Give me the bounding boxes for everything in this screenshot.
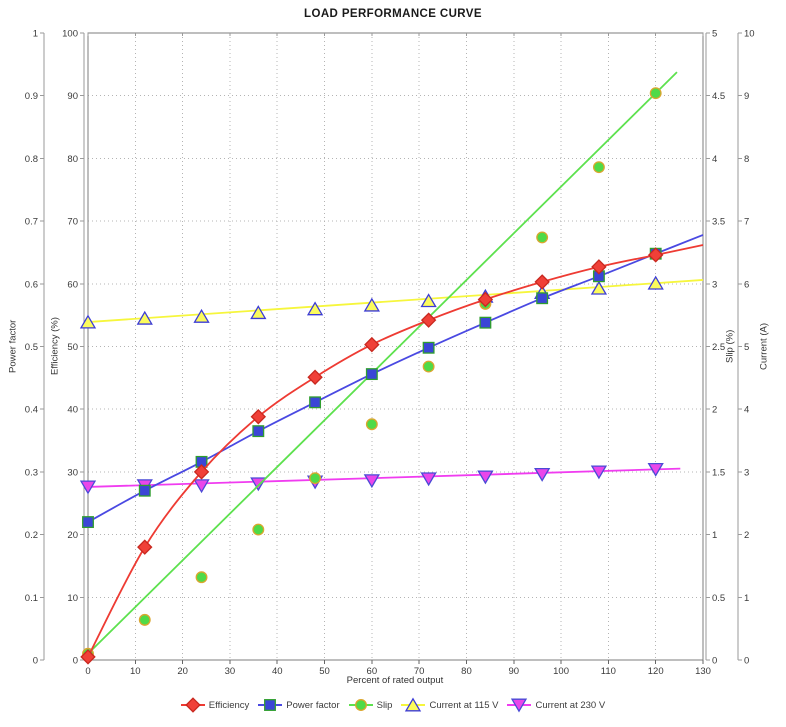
efficiency-markers	[80, 247, 664, 665]
svg-text:30: 30	[67, 467, 78, 478]
chart-title: LOAD PERFORMANCE CURVE	[304, 8, 482, 20]
svg-text:100: 100	[553, 666, 569, 677]
svg-text:7: 7	[744, 217, 749, 228]
svg-text:4.5: 4.5	[712, 91, 725, 102]
plot-border	[87, 32, 704, 661]
svg-text:0.6: 0.6	[25, 279, 38, 290]
svg-text:40: 40	[67, 405, 78, 416]
svg-text:110: 110	[601, 666, 616, 677]
svg-text:90: 90	[67, 91, 78, 102]
efficiency-legend-marker-icon	[180, 697, 205, 713]
series-efficiency	[80, 244, 704, 665]
current-at-115-v-line	[87, 279, 704, 323]
svg-text:1: 1	[33, 29, 38, 40]
svg-text:70: 70	[414, 666, 425, 677]
svg-text:70: 70	[67, 217, 78, 228]
svg-text:100: 100	[62, 29, 78, 40]
svg-text:0: 0	[744, 656, 749, 667]
svg-text:1: 1	[712, 530, 717, 541]
svg-text:0: 0	[85, 666, 90, 677]
svg-text:50: 50	[319, 666, 330, 677]
current-axis: 0 1 2 3 4 5 6 7 8 9 10	[737, 29, 755, 667]
svg-text:130: 130	[695, 666, 711, 677]
svg-text:40: 40	[272, 666, 283, 677]
svg-text:60: 60	[67, 279, 78, 290]
slip-axis: 0 0.5 1 1.5 2 2.5 3 3.5 4 4.5 5	[705, 29, 725, 667]
svg-text:5: 5	[744, 342, 749, 353]
series-current-at-115-v	[79, 275, 704, 329]
gridlines	[88, 32, 703, 660]
legend-label: Current at 115 V	[429, 699, 499, 711]
svg-text:20: 20	[177, 666, 188, 677]
svg-text:3: 3	[744, 467, 749, 478]
svg-text:3: 3	[712, 279, 717, 290]
x-axis-label: Percent of rated output	[346, 675, 444, 686]
svg-text:80: 80	[67, 154, 78, 165]
svg-text:0.3: 0.3	[25, 467, 38, 478]
svg-text:0.5: 0.5	[25, 342, 38, 353]
svg-text:2: 2	[712, 405, 717, 416]
power-factor-legend-marker-icon	[258, 699, 283, 711]
svg-text:1.5: 1.5	[712, 467, 725, 478]
svg-text:60: 60	[367, 666, 378, 677]
current-at-230-v-line	[87, 467, 681, 488]
legend-label: Slip	[376, 699, 393, 711]
svg-text:8: 8	[744, 154, 749, 165]
svg-text:4: 4	[712, 154, 717, 165]
slip-legend-marker-icon	[348, 699, 373, 711]
svg-text:3.5: 3.5	[712, 217, 725, 228]
svg-text:0: 0	[712, 656, 717, 667]
svg-text:20: 20	[67, 530, 78, 541]
power-factor-line	[87, 234, 704, 523]
svg-text:0.9: 0.9	[25, 91, 38, 102]
svg-text:4: 4	[744, 405, 749, 416]
current-at-230-v-legend-marker-icon	[507, 698, 532, 713]
svg-text:2.5: 2.5	[712, 342, 725, 353]
svg-text:0.5: 0.5	[712, 593, 725, 604]
slip-line	[87, 71, 678, 655]
power_factor-axis: 0 0.1 0.2 0.3 0.4 0.5 0.6 0.7 0.8 0.9 1	[25, 29, 45, 667]
svg-text:0.8: 0.8	[25, 154, 38, 165]
svg-text:90: 90	[508, 666, 519, 677]
efficiency-axis: 0 10 20 30 40 50 60 70 80 90 100	[62, 29, 85, 667]
efficiency-line	[87, 244, 704, 658]
legend-label: Efficiency	[208, 699, 250, 711]
svg-text:80: 80	[461, 666, 472, 677]
legend-item-efficiency: Efficiency	[180, 697, 250, 713]
svg-text:2: 2	[744, 530, 749, 541]
legend-label: Power factor	[286, 699, 340, 711]
svg-text:0.2: 0.2	[25, 530, 38, 541]
svg-text:10: 10	[67, 593, 78, 604]
x-axis: 0 10 20 30 40 50 60 70 80 90 100 110 120 130	[85, 33, 711, 677]
svg-text:9: 9	[744, 91, 749, 102]
legend-item-power-factor: Power factor	[258, 697, 340, 713]
legend-item-slip: Slip	[348, 697, 393, 713]
svg-text:30: 30	[225, 666, 236, 677]
series-slip	[82, 71, 678, 660]
legend-label: Current at 230 V	[535, 699, 606, 711]
svg-text:1: 1	[744, 593, 749, 604]
svg-text:0.4: 0.4	[25, 405, 38, 416]
svg-text:0: 0	[33, 656, 38, 667]
svg-text:0: 0	[73, 656, 78, 667]
slip-markers	[82, 87, 662, 660]
svg-text:0.1: 0.1	[25, 593, 38, 604]
legend-item-current-at-115-v: Current at 115 V	[401, 697, 498, 713]
legend-item-current-at-230-v: Current at 230 V	[507, 697, 605, 713]
svg-text:5: 5	[712, 29, 717, 40]
series-power-factor	[82, 234, 704, 529]
svg-text:6: 6	[744, 279, 749, 290]
svg-text:50: 50	[67, 342, 78, 353]
legend: Efficiency Power factor Slip Current at 115…	[0, 697, 786, 713]
current-at-115-v-legend-marker-icon	[401, 697, 426, 712]
svg-text:120: 120	[648, 666, 664, 677]
svg-text:10: 10	[130, 666, 141, 677]
svg-text:10: 10	[744, 29, 755, 40]
svg-text:0.7: 0.7	[25, 217, 38, 228]
